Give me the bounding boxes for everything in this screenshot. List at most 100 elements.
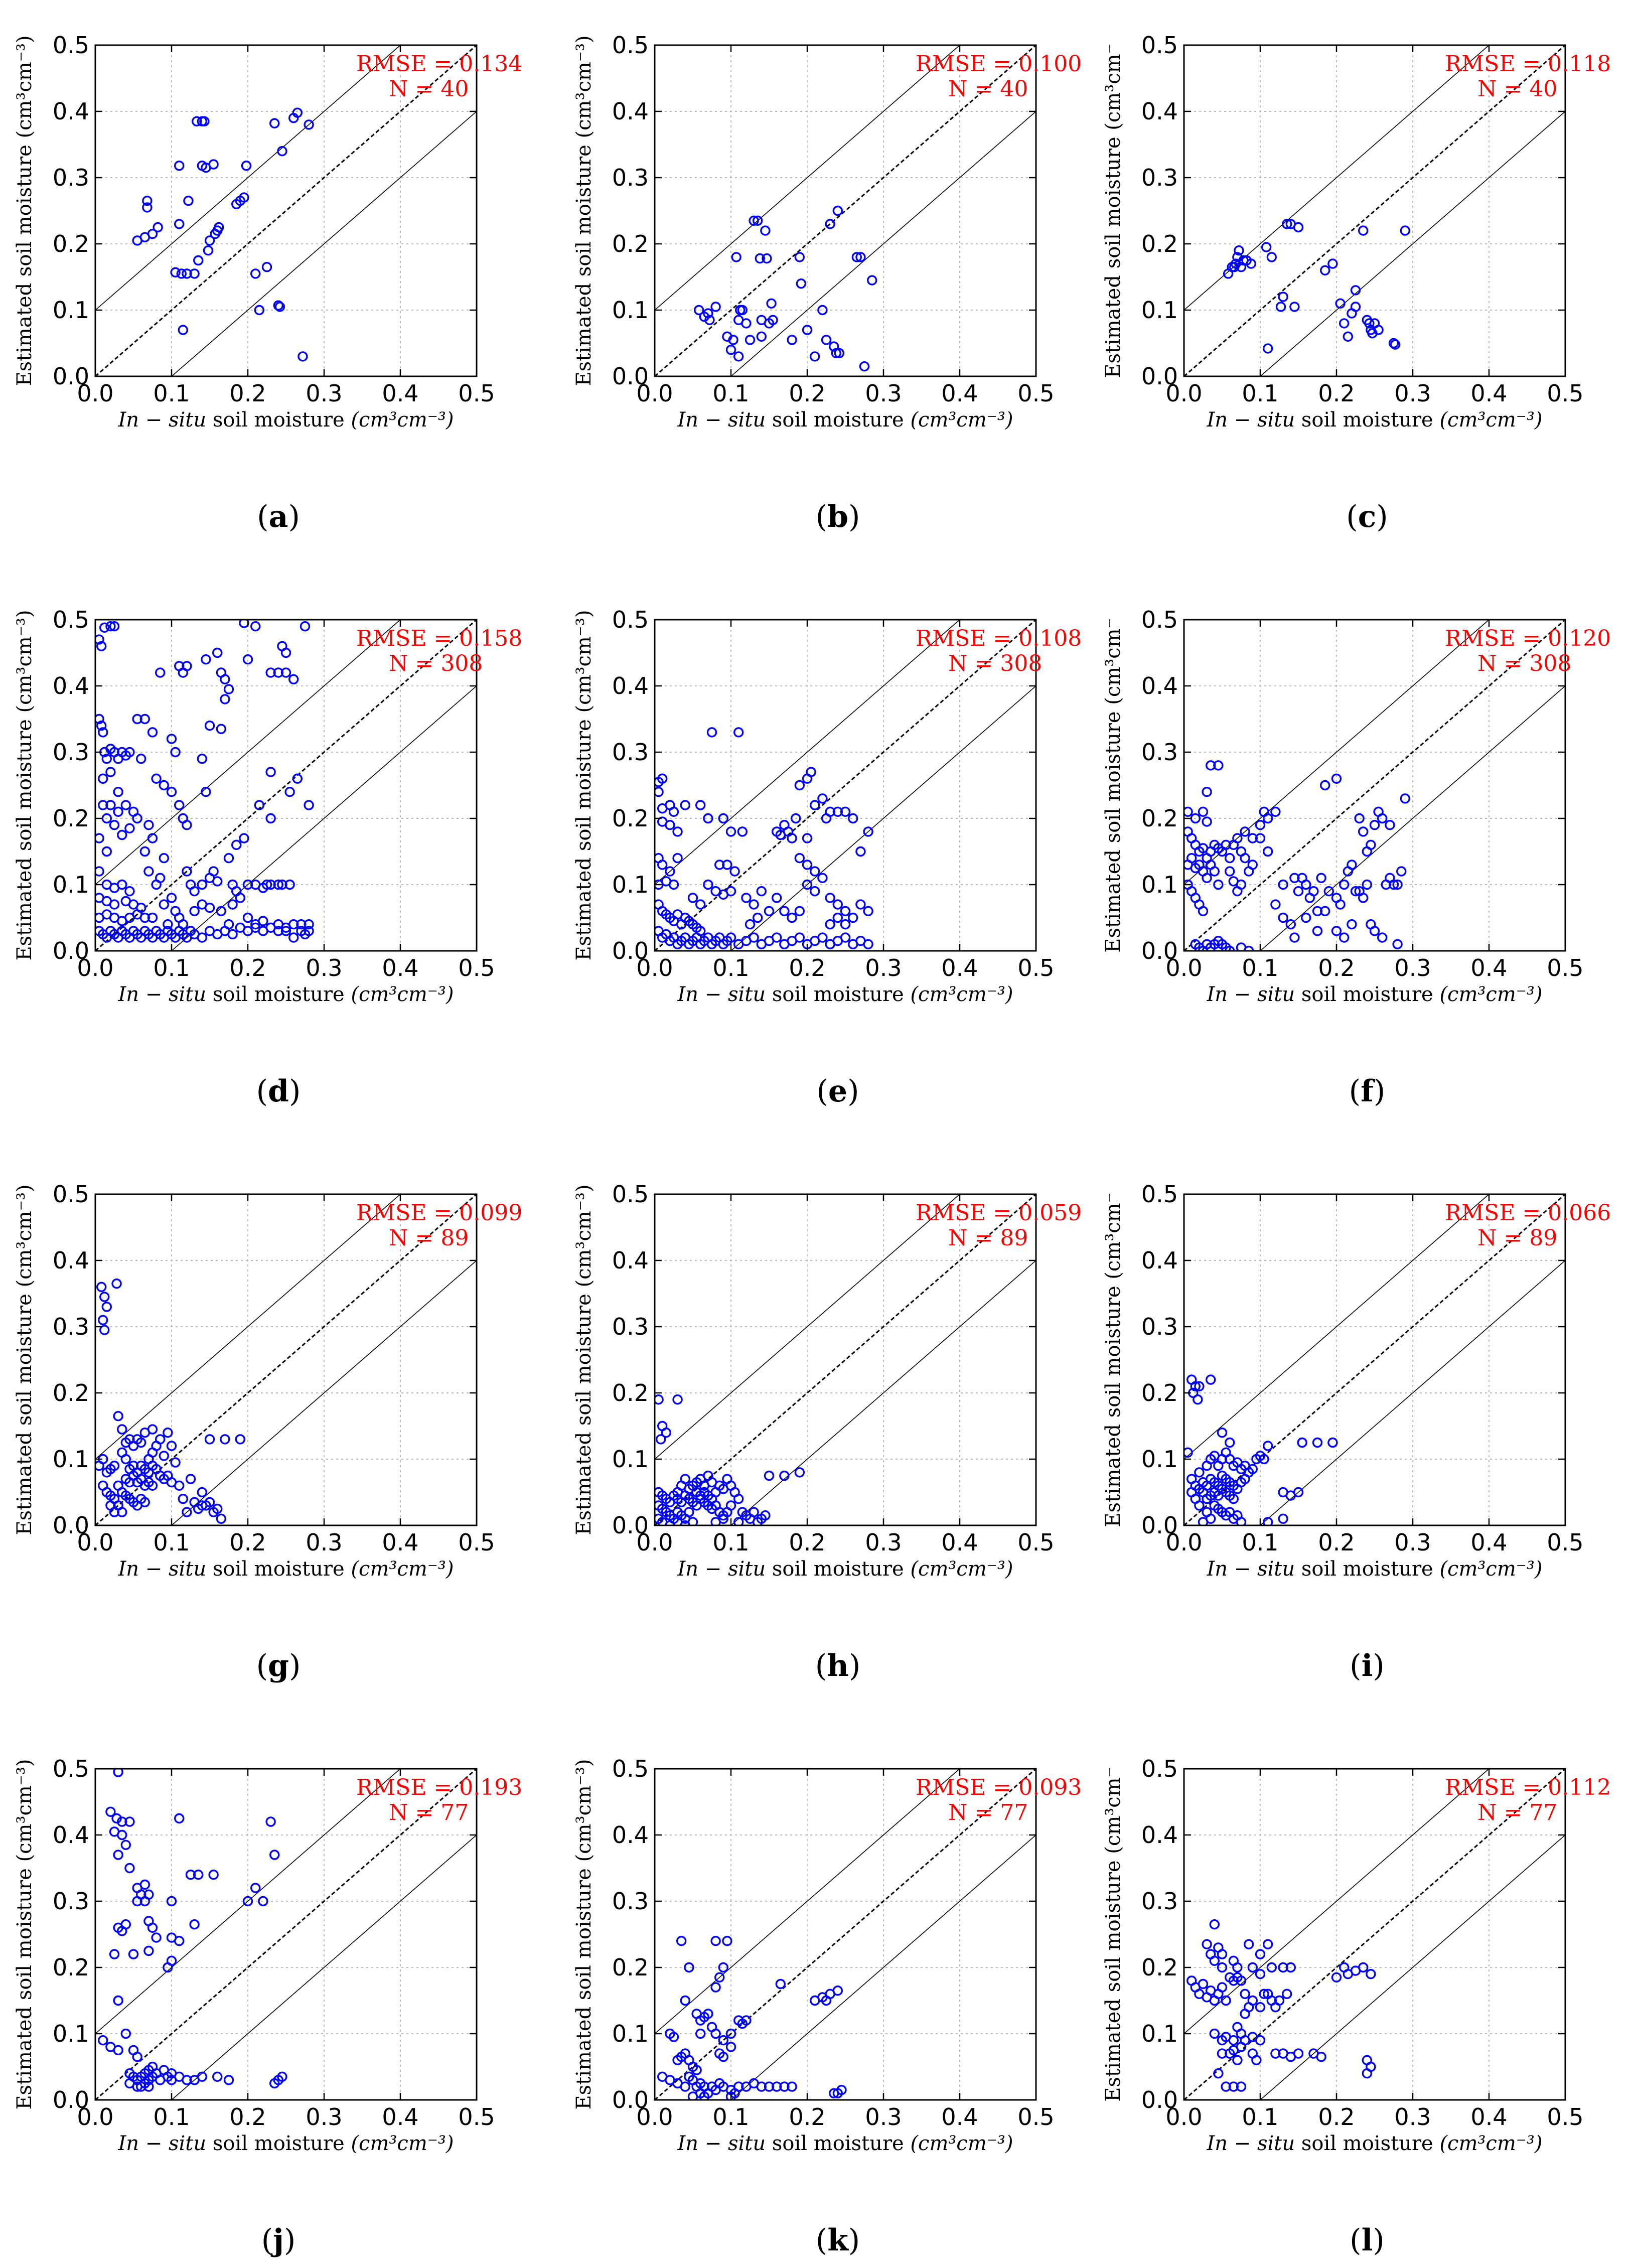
x-tick-label: 0.5 bbox=[458, 1529, 495, 1556]
y-tick-label: 0.4 bbox=[612, 1821, 649, 1849]
data-point bbox=[147, 1922, 158, 1933]
data-point bbox=[277, 146, 287, 157]
data-points bbox=[1186, 1919, 1376, 2092]
data-point bbox=[668, 879, 679, 890]
data-point bbox=[1350, 886, 1361, 897]
data-point bbox=[99, 1292, 110, 1302]
lower-bound-line bbox=[730, 111, 1036, 376]
data-point bbox=[182, 819, 192, 830]
y-tick-label: 0.3 bbox=[53, 164, 89, 191]
data-point bbox=[1339, 932, 1350, 943]
data-point bbox=[132, 813, 142, 824]
data-point bbox=[280, 667, 291, 678]
data-point bbox=[277, 2071, 287, 2082]
y-tick-label: 0.4 bbox=[1141, 1821, 1178, 1849]
data-point bbox=[756, 331, 767, 342]
data-point bbox=[741, 893, 752, 903]
data-point bbox=[1184, 806, 1193, 817]
data-point bbox=[124, 886, 135, 897]
data-point bbox=[710, 1982, 721, 1993]
y-tick-label: 0.2 bbox=[1141, 1379, 1178, 1406]
data-point bbox=[703, 813, 713, 824]
data-point bbox=[771, 932, 782, 943]
data-point bbox=[1312, 1437, 1323, 1448]
data-point bbox=[1262, 846, 1273, 857]
x-tick-label: 0.3 bbox=[1394, 954, 1431, 981]
data-point bbox=[250, 1883, 261, 1893]
data-point bbox=[235, 1434, 245, 1445]
x-tick-label: 0.3 bbox=[865, 380, 902, 407]
data-point bbox=[185, 1869, 196, 1880]
reference-lines bbox=[655, 1194, 1036, 1525]
plot-frame bbox=[654, 1768, 1037, 2101]
data-point bbox=[749, 899, 759, 910]
data-point bbox=[787, 912, 797, 923]
y-tick-label: 0.3 bbox=[53, 739, 89, 766]
data-point bbox=[182, 268, 192, 279]
plot-frame bbox=[94, 1193, 478, 1526]
data-point bbox=[1236, 2042, 1247, 2052]
data-point bbox=[147, 1480, 158, 1491]
data-point bbox=[787, 2081, 797, 2092]
data-point bbox=[1202, 816, 1212, 827]
data-point bbox=[292, 107, 303, 118]
data-point bbox=[116, 829, 127, 840]
y-tick-label: 0.0 bbox=[53, 937, 89, 964]
data-point bbox=[1236, 2081, 1247, 2092]
data-point bbox=[304, 800, 314, 810]
data-point bbox=[725, 2028, 736, 2039]
data-point bbox=[242, 1896, 253, 1907]
y-tick-label: 0.1 bbox=[53, 297, 89, 324]
data-point bbox=[1194, 1381, 1205, 1392]
data-point bbox=[274, 302, 285, 312]
x-axis-label: In − situ soil moisture (cm³cm⁻³) bbox=[677, 2132, 1013, 2155]
data-point bbox=[855, 899, 866, 910]
data-point bbox=[296, 919, 307, 930]
data-point bbox=[1312, 926, 1323, 936]
data-point bbox=[1255, 2035, 1266, 2046]
data-points bbox=[132, 107, 314, 362]
data-point bbox=[105, 1806, 116, 1817]
data-point bbox=[749, 1507, 759, 1517]
y-tick-label: 0.1 bbox=[612, 1446, 649, 1473]
data-point bbox=[809, 886, 820, 897]
data-point bbox=[220, 674, 230, 685]
y-tick-label: 0.2 bbox=[1141, 1954, 1178, 1981]
reference-lines bbox=[1184, 1194, 1565, 1525]
panel-caption: (h) bbox=[815, 1648, 860, 1683]
x-axis-label: In − situ soil moisture (cm³cm⁻³) bbox=[117, 2132, 454, 2155]
data-point bbox=[706, 727, 717, 738]
x-tick-label: 0.5 bbox=[458, 2103, 495, 2131]
data-point bbox=[241, 161, 252, 171]
data-point bbox=[728, 335, 738, 345]
y-axis-label: Estimated soil moisture (cm³cm⁻ bbox=[1102, 1192, 1125, 1527]
data-point bbox=[116, 1926, 127, 1936]
reference-lines bbox=[95, 45, 477, 376]
data-point bbox=[1213, 879, 1224, 890]
x-tick-label: 0.3 bbox=[306, 380, 342, 407]
x-tick-label: 0.5 bbox=[1547, 954, 1583, 981]
x-tick-label: 0.3 bbox=[306, 2103, 342, 2131]
data-point bbox=[680, 800, 691, 810]
data-point bbox=[273, 667, 283, 678]
data-point bbox=[101, 846, 112, 857]
rmse-annotation: RMSE = 0.100 bbox=[916, 51, 1082, 77]
data-point bbox=[1202, 786, 1212, 797]
data-point bbox=[1339, 879, 1350, 890]
y-tick-label: 0.0 bbox=[53, 363, 89, 390]
data-point bbox=[113, 1410, 123, 1422]
data-point bbox=[166, 734, 177, 744]
y-tick-label: 0.5 bbox=[53, 1755, 89, 1782]
data-point bbox=[1217, 2048, 1228, 2059]
data-point bbox=[817, 932, 828, 943]
y-axis-label: Estimated soil moisture (cm³cm⁻ bbox=[1102, 43, 1125, 378]
y-tick-label: 0.3 bbox=[1141, 1313, 1178, 1340]
x-tick-label: 0.0 bbox=[636, 380, 673, 407]
data-point bbox=[1293, 2048, 1304, 2059]
data-point bbox=[1261, 242, 1272, 252]
data-point bbox=[1364, 318, 1375, 329]
data-point bbox=[655, 1394, 664, 1405]
x-tick-label: 0.1 bbox=[1242, 954, 1278, 981]
y-tick-label: 0.2 bbox=[53, 230, 89, 257]
